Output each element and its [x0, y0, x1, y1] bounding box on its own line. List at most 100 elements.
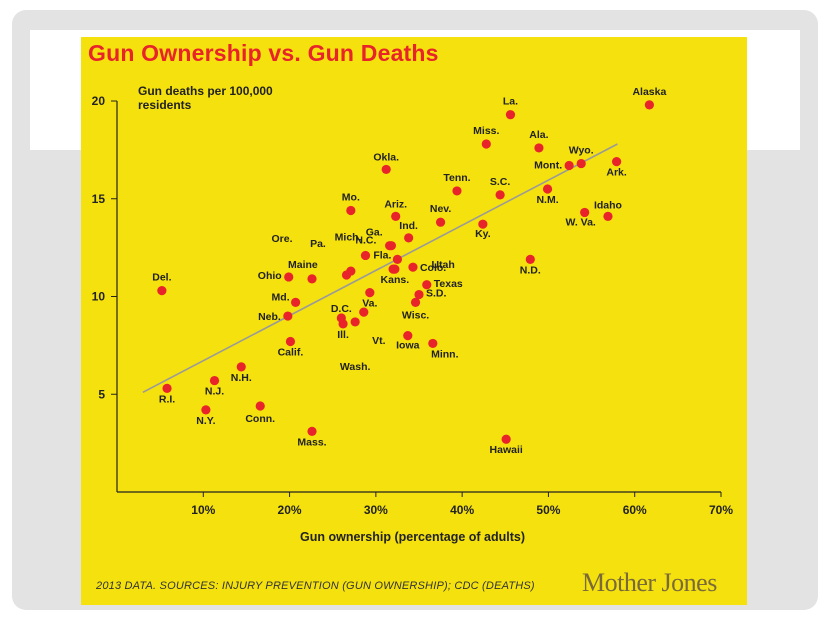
data-point — [341, 270, 352, 280]
data-point — [391, 211, 401, 221]
data-point — [644, 100, 654, 110]
source-footer: 2013 DATA. SOURCES: INJURY PREVENTION (G… — [96, 580, 535, 592]
point-label: Neb. — [258, 311, 281, 323]
point-label: Ky. — [475, 228, 491, 240]
point-label: Mo. — [342, 191, 360, 203]
point-label: R.I. — [159, 393, 175, 405]
point-label: D.C. — [331, 303, 352, 315]
point-label: Ill. — [337, 329, 349, 341]
point-label: Kans. — [381, 274, 410, 286]
chart-title: Gun Ownership vs. Gun Deaths — [88, 40, 439, 66]
data-point — [495, 190, 505, 200]
point-label: Wisc. — [402, 309, 429, 321]
y-tick-label: 15 — [92, 192, 106, 206]
data-point — [162, 383, 172, 393]
trend-line — [142, 143, 618, 394]
x-tick-label: 70% — [709, 503, 733, 517]
point-label: Conn. — [245, 413, 275, 425]
point-label: Ohio — [258, 270, 282, 282]
data-point — [478, 219, 488, 229]
data-point — [338, 319, 348, 329]
point-label: N.Y. — [196, 415, 215, 427]
data-point — [576, 158, 586, 169]
point-label: Texas — [434, 278, 463, 290]
publisher-logo: Mother Jones — [582, 568, 717, 597]
point-label: Ariz. — [384, 198, 407, 210]
point-label: La. — [503, 96, 518, 108]
point-label: Ala. — [529, 129, 548, 141]
point-label: Utah — [431, 259, 454, 271]
x-axis-label: Gun ownership (percentage of adults) — [300, 530, 526, 544]
data-point — [255, 401, 265, 411]
point-label: Wyo. — [569, 145, 594, 157]
point-label: Iowa — [396, 340, 419, 352]
point-label: Mich. — [335, 231, 362, 243]
point-label: Alaska — [632, 86, 666, 98]
data-point — [291, 297, 301, 307]
point-label: Ind. — [399, 220, 418, 232]
point-label: N.H. — [231, 372, 252, 384]
data-point — [284, 272, 294, 282]
data-point — [404, 233, 414, 243]
data-point — [236, 362, 246, 372]
data-point — [414, 289, 424, 300]
data-point — [209, 375, 220, 386]
x-tick-label: 40% — [450, 503, 474, 517]
point-label: Idaho — [594, 199, 622, 211]
point-label: S.D. — [426, 288, 447, 300]
data-point — [381, 164, 391, 175]
data-point — [452, 186, 462, 196]
x-tick-label: 20% — [278, 503, 302, 517]
data-point — [408, 262, 418, 272]
point-label: Ore. — [272, 233, 293, 245]
data-point — [386, 241, 396, 251]
data-point — [307, 274, 317, 284]
data-point — [359, 307, 369, 317]
point-label: Minn. — [431, 348, 458, 360]
data-point — [481, 139, 491, 149]
y-axis-label: Gun deaths per 100,000 residents — [138, 84, 273, 112]
point-label: Pa. — [310, 238, 326, 250]
data-point — [157, 286, 167, 296]
point-label: Hawaii — [490, 444, 523, 456]
chart-card — [81, 37, 747, 605]
y-tick-label: 10 — [92, 290, 106, 304]
point-label: Calif. — [278, 346, 304, 358]
x-tick-label: 50% — [536, 503, 560, 517]
y-tick-label: 5 — [98, 387, 105, 401]
point-label: Mont. — [534, 160, 562, 172]
data-point — [283, 311, 293, 321]
data-point — [350, 317, 360, 327]
data-point — [525, 254, 535, 264]
data-point — [422, 280, 432, 290]
point-label: Okla. — [373, 151, 399, 163]
point-label: N.M. — [536, 194, 558, 206]
point-label: N.C. — [355, 235, 376, 247]
data-point — [580, 207, 590, 218]
x-tick-label: 30% — [364, 503, 388, 517]
data-point — [603, 211, 613, 221]
point-label: Miss. — [473, 125, 499, 137]
point-label: W. Va. — [565, 216, 595, 228]
data-point — [307, 426, 317, 436]
data-point — [403, 331, 413, 341]
data-point — [201, 405, 211, 415]
point-label: Wash. — [340, 361, 371, 373]
point-label: Ga. — [366, 227, 383, 239]
point-label: Md. — [272, 291, 290, 303]
data-point — [564, 160, 574, 171]
data-point — [390, 264, 400, 274]
data-point — [360, 250, 371, 261]
point-label: Ark. — [606, 167, 627, 179]
data-point — [346, 205, 356, 216]
point-label: N.D. — [520, 264, 541, 276]
point-label: Va. — [362, 298, 377, 310]
point-label: Mass. — [297, 436, 326, 448]
y-tick-label: 20 — [92, 94, 106, 108]
point-label: Maine — [288, 259, 318, 271]
data-point — [542, 184, 553, 194]
data-point — [410, 297, 421, 307]
point-label: N.J. — [205, 386, 224, 398]
point-label: Colo. — [420, 262, 446, 274]
